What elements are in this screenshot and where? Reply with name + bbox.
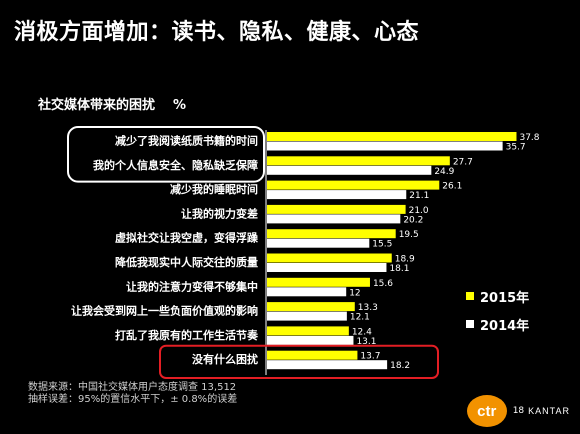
unit-label: % [173, 98, 187, 113]
category-label: 没有什么困扰 [192, 352, 258, 366]
bar-2015 [267, 326, 349, 336]
legend-item-2015: 2015年 [466, 286, 529, 306]
bar-2015 [267, 229, 396, 239]
source-line-1: 数据来源：中国社交媒体用户态度调查 13,512 [28, 382, 237, 393]
legend-label-2015: 2015年 [480, 290, 530, 306]
data-label: 15.5 [372, 240, 392, 250]
bar-2014 [267, 263, 387, 272]
bar-2015 [267, 302, 355, 312]
chart-legend: 2015年 2014年 [466, 286, 529, 342]
bar-2014 [267, 141, 503, 151]
data-label: 12.4 [352, 327, 372, 337]
bar-2014 [267, 165, 432, 175]
data-label: 18.9 [395, 255, 415, 265]
data-label: 13.3 [358, 303, 378, 313]
highlight-box-red [159, 344, 439, 380]
category-label: 让我会受到网上一些负面价值观的影响 [71, 304, 258, 318]
page-title: 消极方面增加：读书、隐私、健康、心态 [14, 20, 420, 45]
data-label: 19.5 [399, 230, 419, 240]
category-label: 虚拟社交让我空虚，变得浮躁 [115, 231, 259, 245]
data-label: 13.7 [360, 352, 380, 362]
source-line-2: 抽样误差：95%的置信水平下，± 0.8%的误差 [28, 394, 238, 405]
highlight-box-white [67, 126, 265, 183]
data-label: 26.1 [442, 182, 462, 192]
bar-2014 [267, 190, 407, 200]
bar-2014 [267, 335, 354, 345]
category-label: 让我的视力变差 [181, 206, 258, 220]
category-label: 我的个人信息安全、隐私缺乏保障 [93, 158, 258, 172]
bar-2015 [267, 253, 392, 263]
bar-2015 [267, 132, 517, 141]
legend-label-2014: 2014年 [480, 318, 530, 334]
bar-2014 [267, 311, 347, 321]
data-label: 21.1 [409, 191, 429, 201]
data-label: 13.1 [356, 337, 376, 347]
subtitle-text: 社交媒体带来的困扰 [38, 98, 156, 113]
footer-branding: ctr 18 KANTAR [466, 394, 570, 428]
data-label: 20.2 [403, 215, 423, 225]
bar-2014 [267, 287, 347, 297]
bar-2015 [267, 350, 358, 360]
data-label: 12.1 [350, 313, 370, 323]
category-label: 打乱了我原有的工作生活节奏 [115, 328, 259, 342]
legend-swatch-2014 [466, 320, 474, 328]
page-number: 18 [512, 406, 525, 416]
legend-item-2014: 2014年 [466, 314, 529, 334]
category-label: 减少我的睡眠时间 [170, 182, 258, 196]
chart-subtitle: 社交媒体带来的困扰% [38, 94, 186, 113]
bar-2014 [267, 238, 370, 248]
category-label: 降低我现实中人际交往的质量 [115, 255, 258, 269]
data-label: 21.0 [409, 206, 429, 216]
source-note: 数据来源：中国社交媒体用户态度调查 13,512 抽样误差：95%的置信水平下，… [28, 382, 237, 406]
data-label: 37.8 [519, 133, 539, 143]
bar-2015 [267, 180, 440, 190]
data-label: 12 [349, 288, 360, 298]
data-label: 24.9 [434, 167, 454, 177]
bar-2015 [267, 156, 450, 166]
data-label: 15.6 [373, 279, 393, 289]
data-label: 27.7 [453, 157, 473, 167]
category-label: 让我的注意力变得不够集中 [126, 279, 258, 293]
data-label: 18.1 [389, 264, 409, 274]
data-label: 18.2 [390, 361, 410, 371]
ctr-logo: ctr [466, 395, 507, 427]
legend-swatch-2015 [466, 292, 474, 300]
bar-2014 [267, 214, 401, 224]
bar-2015 [267, 204, 406, 214]
bar-2014 [267, 360, 388, 370]
data-label: 35.7 [506, 143, 526, 153]
kantar-brand: KANTAR [528, 406, 570, 416]
bar-2015 [267, 277, 370, 287]
category-label: 减少了我阅读纸质书籍的时间 [115, 134, 258, 148]
